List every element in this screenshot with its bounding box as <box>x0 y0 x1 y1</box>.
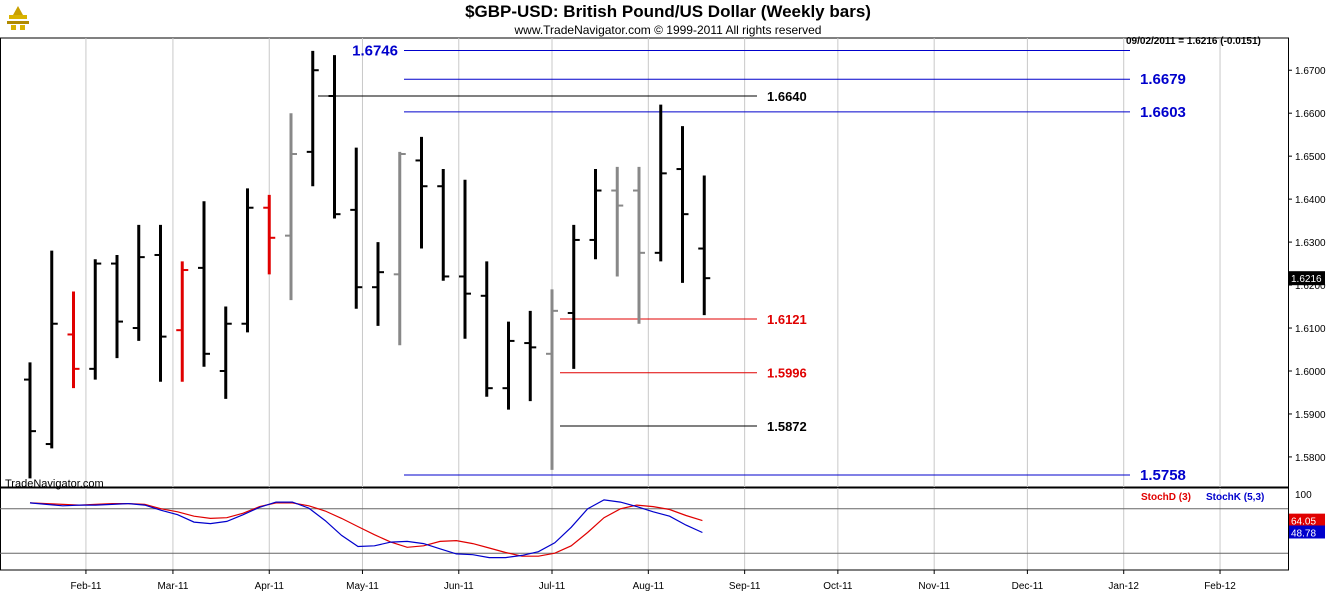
level-label: 1.6640 <box>767 89 807 104</box>
osc-last-value-label: 64.05 <box>1291 517 1316 528</box>
osc-last-value-label: 48.78 <box>1291 528 1316 539</box>
level-label: 1.5872 <box>767 419 807 434</box>
y-tick-label: 1.6400 <box>1295 195 1326 206</box>
x-tick-label: Oct-11 <box>823 581 853 592</box>
y-tick-label: 1.6700 <box>1295 66 1326 77</box>
level-label: 1.5758 <box>1140 467 1186 484</box>
x-tick-label: Jan-12 <box>1108 581 1139 592</box>
x-tick-label: Mar-11 <box>157 581 188 592</box>
main-panel-frame <box>0 37 1289 488</box>
x-tick-label: May-11 <box>346 581 379 592</box>
x-tick-label: Feb-11 <box>70 581 101 592</box>
y-tick-label: 1.5900 <box>1295 410 1326 421</box>
x-tick-label: Dec-11 <box>1012 581 1044 592</box>
header: $GBP-USD: British Pound/US Dollar (Weekl… <box>0 0 1336 37</box>
x-tick-label: Nov-11 <box>918 581 950 592</box>
trade-navigator-logo-icon <box>3 3 33 33</box>
last-price-box <box>1289 271 1325 286</box>
chart-subtitle: www.TradeNavigator.com © 1999-2011 All r… <box>514 23 822 37</box>
y-tick-label: 1.6000 <box>1295 367 1326 378</box>
level-label: 1.6679 <box>1140 71 1186 88</box>
y-tick-label: 1.6200 <box>1295 281 1326 292</box>
x-tick-label: Jun-11 <box>444 581 474 592</box>
osc-y-tick-label: 100 <box>1295 490 1312 501</box>
level-label: 1.6603 <box>1140 104 1186 121</box>
y-tick-label: 1.6500 <box>1295 152 1326 163</box>
osc-legend-entry: StochD (3) <box>1141 492 1191 503</box>
osc-last-value-box <box>1289 513 1325 527</box>
status-readout: 09/02/2011 = 1.6216 (-0.0151) <box>1126 36 1261 47</box>
y-tick-label: 1.6600 <box>1295 109 1326 120</box>
y-tick-label: 1.5800 <box>1295 453 1326 464</box>
level-label: 1.5996 <box>767 366 807 381</box>
x-tick-label: Apr-11 <box>255 581 285 592</box>
osc-last-value-box <box>1289 525 1325 539</box>
y-tick-label: 1.6100 <box>1295 324 1326 335</box>
osc-series-line <box>29 499 703 559</box>
last-price-label: 1.6216 <box>1291 274 1322 285</box>
y-tick-label: 1.6300 <box>1295 238 1326 249</box>
x-tick-label: Jul-11 <box>539 581 566 592</box>
watermark-text: TradeNavigator.com <box>5 478 104 490</box>
osc-series-line <box>29 502 703 557</box>
x-tick-label: Feb-12 <box>1204 581 1236 592</box>
chart-title: $GBP-USD: British Pound/US Dollar (Weekl… <box>465 2 871 21</box>
x-tick-label: Aug-11 <box>633 581 665 592</box>
level-label: 1.6746 <box>352 42 398 59</box>
x-tick-label: Sep-11 <box>729 581 761 592</box>
level-label: 1.6121 <box>767 312 807 327</box>
oscillator-panel-frame <box>0 487 1289 571</box>
osc-legend-entry: StochK (5,3) <box>1206 492 1264 503</box>
